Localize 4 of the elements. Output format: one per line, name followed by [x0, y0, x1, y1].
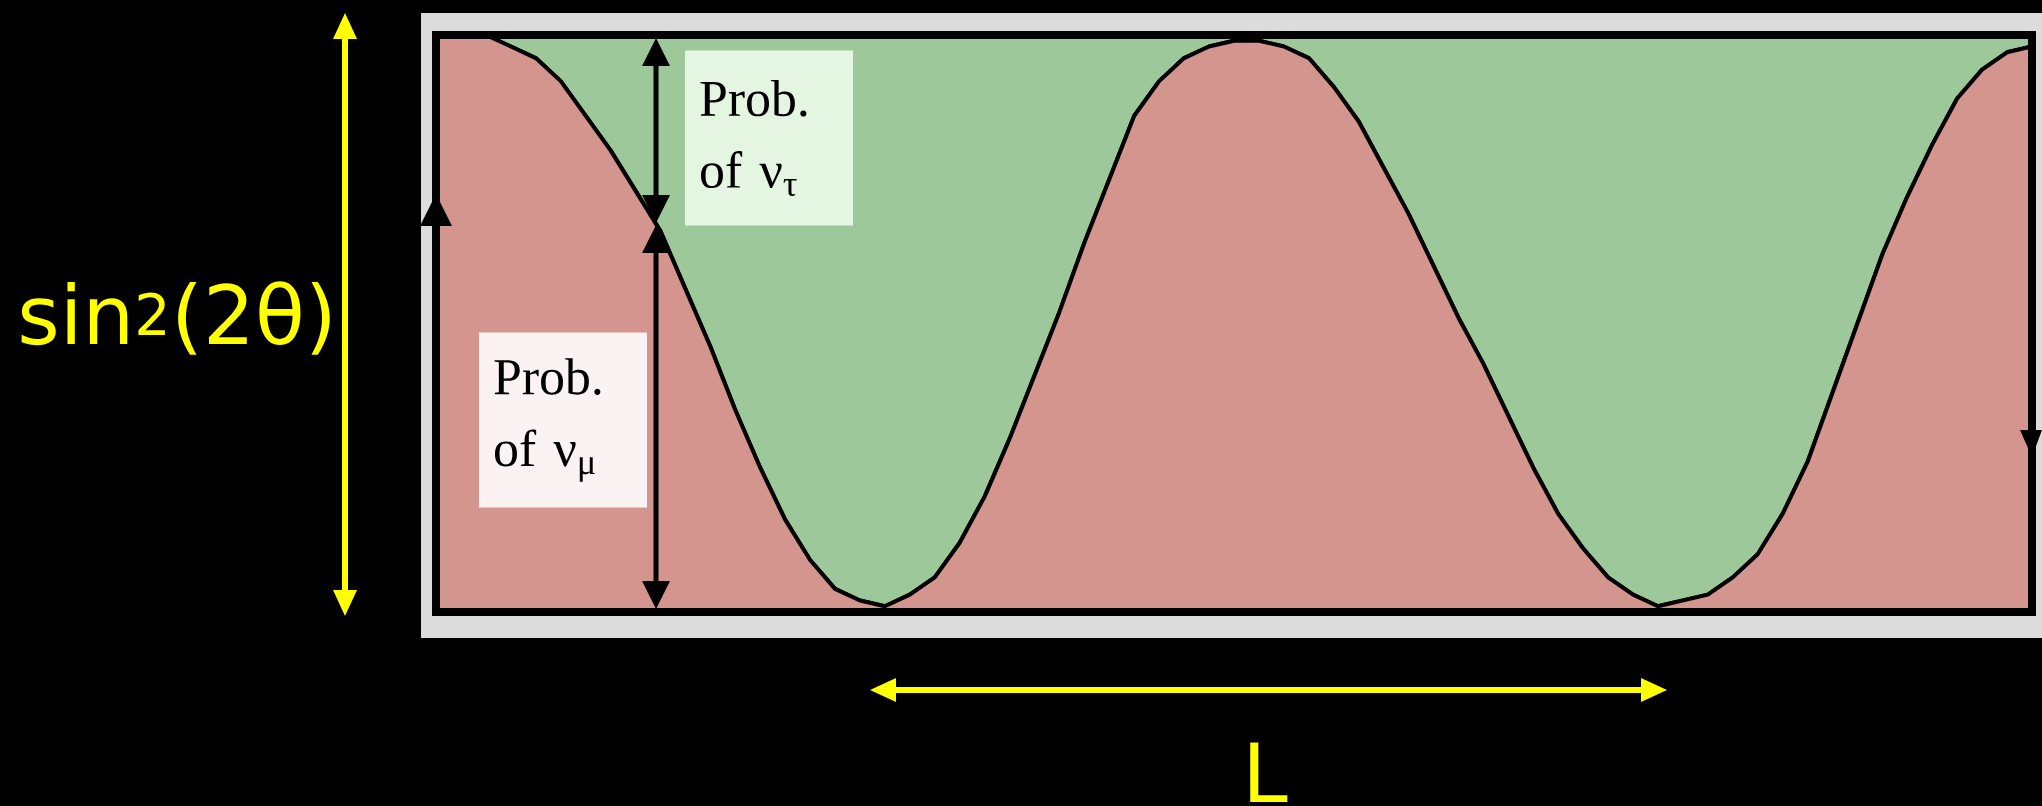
x-axis-title: L	[1250, 742, 1288, 802]
y-axis-title: sin$^{2}$(2θ)	[21, 281, 330, 355]
series-label: Prob. of ν$_{μ}$	[494, 358, 601, 482]
series-label: Prob. of ν$_{τ}$	[700, 79, 807, 197]
